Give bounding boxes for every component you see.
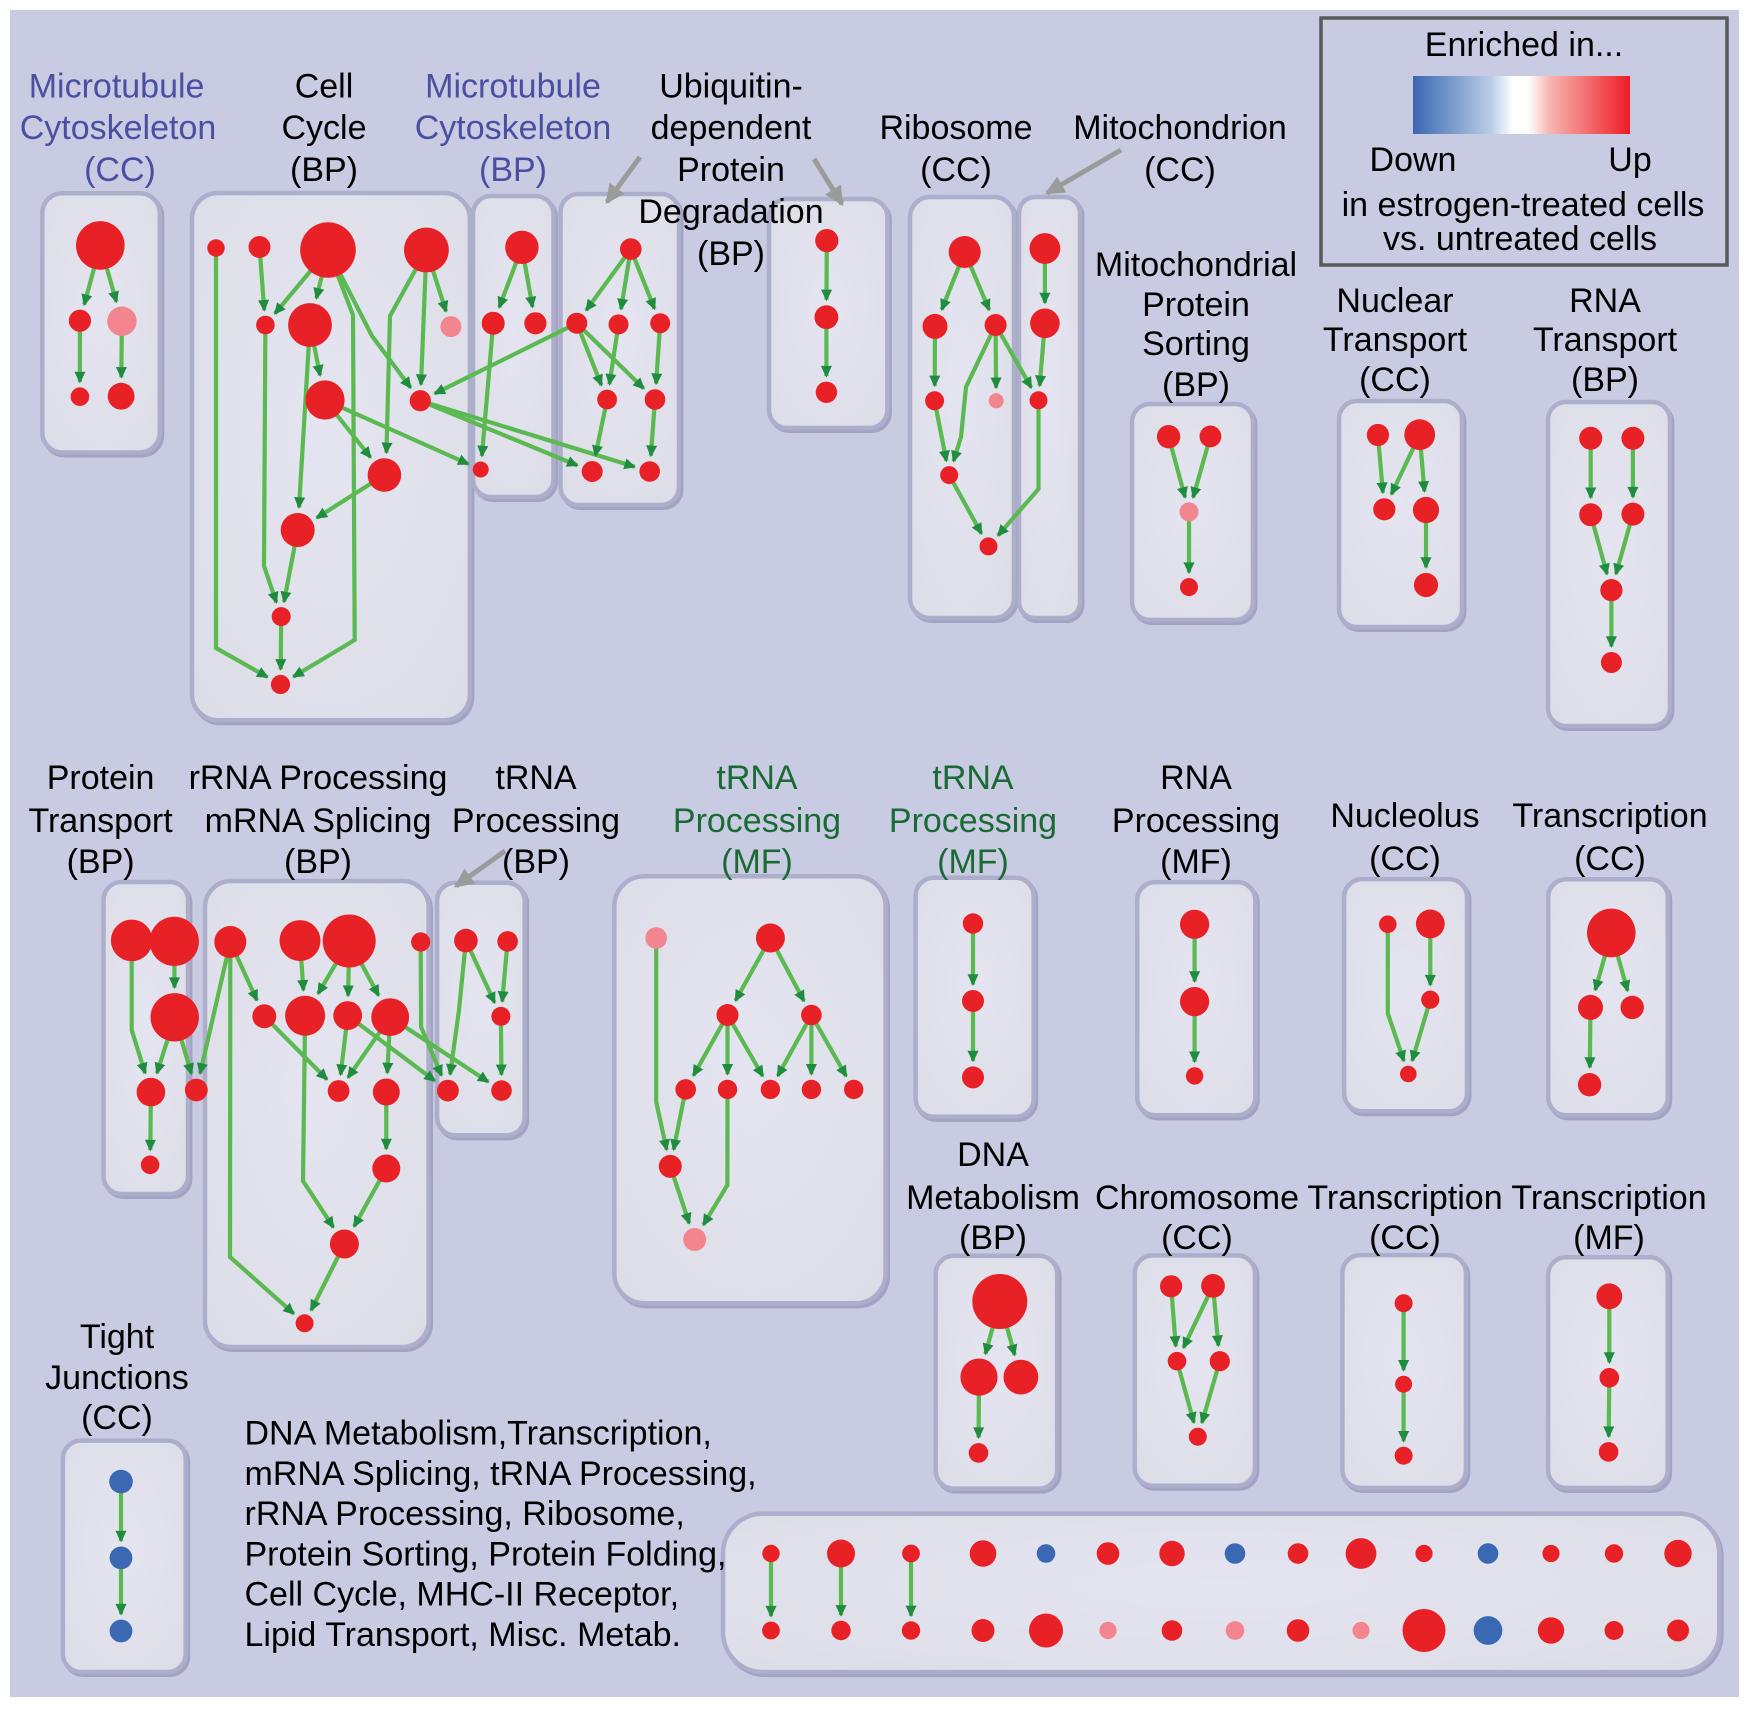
svg-text:Microtubule: Microtubule: [425, 68, 601, 106]
svg-text:Transport: Transport: [28, 802, 173, 840]
svg-text:(BP): (BP): [502, 843, 570, 881]
svg-text:(CC): (CC): [1359, 361, 1431, 399]
svg-text:vs. untreated cells: vs. untreated cells: [1383, 220, 1657, 258]
svg-text:Cytoskeleton: Cytoskeleton: [20, 109, 217, 147]
svg-text:(BP): (BP): [67, 843, 135, 881]
svg-text:(BP): (BP): [959, 1219, 1027, 1257]
svg-text:Ribosome: Ribosome: [879, 109, 1032, 147]
svg-text:Cell Cycle, MHC-II Receptor,: Cell Cycle, MHC-II Receptor,: [245, 1576, 680, 1614]
svg-text:Processing: Processing: [1112, 802, 1280, 840]
svg-text:Ubiquitin-: Ubiquitin-: [659, 68, 803, 106]
svg-text:Lipid Transport, Misc. Metab.: Lipid Transport, Misc. Metab.: [245, 1616, 682, 1654]
svg-text:(BP): (BP): [1571, 361, 1639, 399]
svg-text:dependent: dependent: [651, 109, 812, 147]
svg-text:mRNA Splicing, tRNA Processing: mRNA Splicing, tRNA Processing,: [245, 1455, 757, 1493]
svg-text:Cell: Cell: [295, 68, 354, 106]
svg-text:Nucleolus: Nucleolus: [1330, 797, 1479, 835]
svg-text:(CC): (CC): [920, 151, 992, 189]
svg-text:Transport: Transport: [1323, 321, 1468, 359]
svg-text:(BP): (BP): [290, 151, 358, 189]
svg-text:DNA: DNA: [957, 1136, 1029, 1174]
svg-text:Nuclear: Nuclear: [1336, 282, 1453, 320]
svg-text:Down: Down: [1370, 141, 1457, 179]
svg-text:(CC): (CC): [1369, 1219, 1441, 1257]
svg-text:Enriched in...: Enriched in...: [1425, 26, 1623, 64]
svg-text:Junctions: Junctions: [45, 1359, 189, 1397]
svg-text:Protein: Protein: [1142, 286, 1250, 324]
svg-text:(MF): (MF): [721, 843, 793, 881]
svg-text:DNA Metabolism,Transcription,: DNA Metabolism,Transcription,: [245, 1415, 712, 1453]
svg-text:Transcription: Transcription: [1511, 1179, 1706, 1217]
svg-text:(CC): (CC): [1144, 151, 1216, 189]
svg-text:(CC): (CC): [81, 1399, 153, 1437]
svg-text:Mitochondrial: Mitochondrial: [1095, 246, 1297, 284]
svg-text:Microtubule: Microtubule: [29, 68, 205, 106]
svg-text:Mitochondrion: Mitochondrion: [1073, 109, 1287, 147]
svg-text:Transcription: Transcription: [1512, 797, 1707, 835]
svg-text:mRNA Splicing: mRNA Splicing: [205, 802, 432, 840]
svg-text:Processing: Processing: [673, 802, 841, 840]
svg-text:Transcription: Transcription: [1307, 1179, 1502, 1217]
svg-text:(BP): (BP): [284, 843, 352, 881]
svg-text:(CC): (CC): [1574, 840, 1646, 878]
svg-text:Protein: Protein: [677, 151, 785, 189]
svg-text:(MF): (MF): [1160, 843, 1232, 881]
svg-text:Degradation: Degradation: [638, 193, 823, 231]
svg-text:(MF): (MF): [937, 843, 1009, 881]
svg-text:(CC): (CC): [1369, 840, 1441, 878]
svg-text:Tight: Tight: [80, 1318, 155, 1356]
svg-text:Metabolism: Metabolism: [906, 1179, 1080, 1217]
svg-text:(BP): (BP): [1162, 366, 1230, 404]
svg-text:rRNA Processing: rRNA Processing: [189, 759, 448, 797]
svg-text:tRNA: tRNA: [932, 759, 1014, 797]
svg-text:(CC): (CC): [1161, 1219, 1233, 1257]
svg-text:(MF): (MF): [1573, 1219, 1645, 1257]
svg-text:Processing: Processing: [889, 802, 1057, 840]
svg-text:Cytoskeleton: Cytoskeleton: [415, 109, 612, 147]
svg-text:Sorting: Sorting: [1142, 325, 1250, 363]
svg-text:Up: Up: [1608, 141, 1651, 179]
svg-text:Cycle: Cycle: [281, 109, 366, 147]
svg-text:tRNA: tRNA: [716, 759, 798, 797]
svg-text:Transport: Transport: [1533, 321, 1678, 359]
svg-text:RNA: RNA: [1160, 759, 1232, 797]
svg-text:tRNA: tRNA: [495, 759, 577, 797]
svg-text:RNA: RNA: [1569, 282, 1641, 320]
svg-text:(BP): (BP): [479, 151, 547, 189]
svg-text:Chromosome: Chromosome: [1095, 1179, 1299, 1217]
svg-text:Protein Sorting, Protein Foldi: Protein Sorting, Protein Folding,: [245, 1535, 727, 1573]
svg-text:Processing: Processing: [452, 802, 620, 840]
svg-text:rRNA Processing, Ribosome,: rRNA Processing, Ribosome,: [245, 1495, 685, 1533]
svg-text:Protein: Protein: [47, 759, 155, 797]
svg-text:(CC): (CC): [84, 151, 156, 189]
svg-text:(BP): (BP): [697, 235, 765, 273]
svg-text:in estrogen-treated cells: in estrogen-treated cells: [1342, 186, 1705, 224]
